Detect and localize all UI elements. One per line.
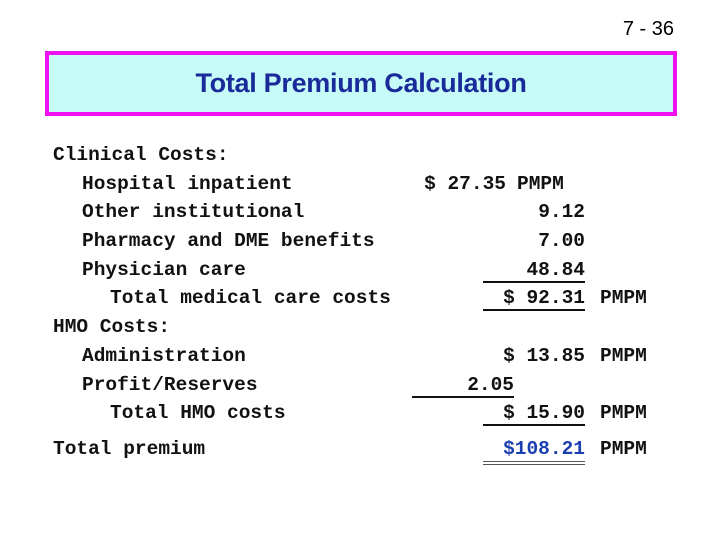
item-label: Other institutional xyxy=(82,201,305,224)
table-row: Physician care 48.84 xyxy=(53,259,585,288)
item-value: $ 13.85 xyxy=(503,344,585,367)
unit-label: PMPM xyxy=(600,287,647,310)
clinical-heading-row: Clinical Costs: xyxy=(53,144,229,173)
item-label: Hospital inpatient xyxy=(82,172,293,195)
premium-label: Total premium xyxy=(53,437,206,460)
section-heading: HMO Costs: xyxy=(53,316,171,339)
item-label: Physician care xyxy=(82,258,246,281)
section-heading: Clinical Costs: xyxy=(53,144,229,166)
item-value: 7.00 xyxy=(538,230,585,253)
unit-label: PMPM xyxy=(517,172,564,195)
table-row: Administration $ 13.85 PMPM xyxy=(53,345,647,374)
item-value: 9.12 xyxy=(538,201,585,224)
item-value: 48.84 xyxy=(483,259,585,283)
total-value: $ 92.31 xyxy=(483,287,585,312)
premium-row: Total premium $108.21 PMPM xyxy=(53,438,647,467)
calculation-table: Clinical Costs: Hospital inpatient $ 27.… xyxy=(53,144,647,467)
slide-title: Total Premium Calculation xyxy=(195,68,527,98)
unit-label: PMPM xyxy=(600,344,647,367)
table-row: Hospital inpatient $ 27.35 PMPM xyxy=(53,173,564,202)
table-row: Pharmacy and DME benefits 7.00 xyxy=(53,230,585,259)
item-label: Profit/Reserves xyxy=(82,373,258,396)
title-box: Total Premium Calculation xyxy=(45,51,677,116)
total-label: Total medical care costs xyxy=(110,287,391,310)
page-number: 7 - 36 xyxy=(622,18,674,40)
hmo-heading-row: HMO Costs: xyxy=(53,316,170,345)
total-label: Total HMO costs xyxy=(110,402,286,425)
item-label: Pharmacy and DME benefits xyxy=(82,230,375,253)
unit-label: PMPM xyxy=(600,437,647,460)
table-row: Profit/Reserves 2.05 xyxy=(53,374,514,403)
item-label: Administration xyxy=(82,344,246,367)
total-value: $ 15.90 xyxy=(483,402,585,427)
item-value: $ 27.35 xyxy=(424,172,506,195)
total-row: Total HMO costs $ 15.90 PMPM xyxy=(53,402,647,431)
unit-label: PMPM xyxy=(600,402,647,425)
table-row: Other institutional 9.12 xyxy=(53,201,585,230)
item-value: 2.05 xyxy=(412,374,514,398)
premium-value: $108.21 xyxy=(483,438,585,465)
total-row: Total medical care costs $ 92.31 PMPM xyxy=(53,287,647,316)
